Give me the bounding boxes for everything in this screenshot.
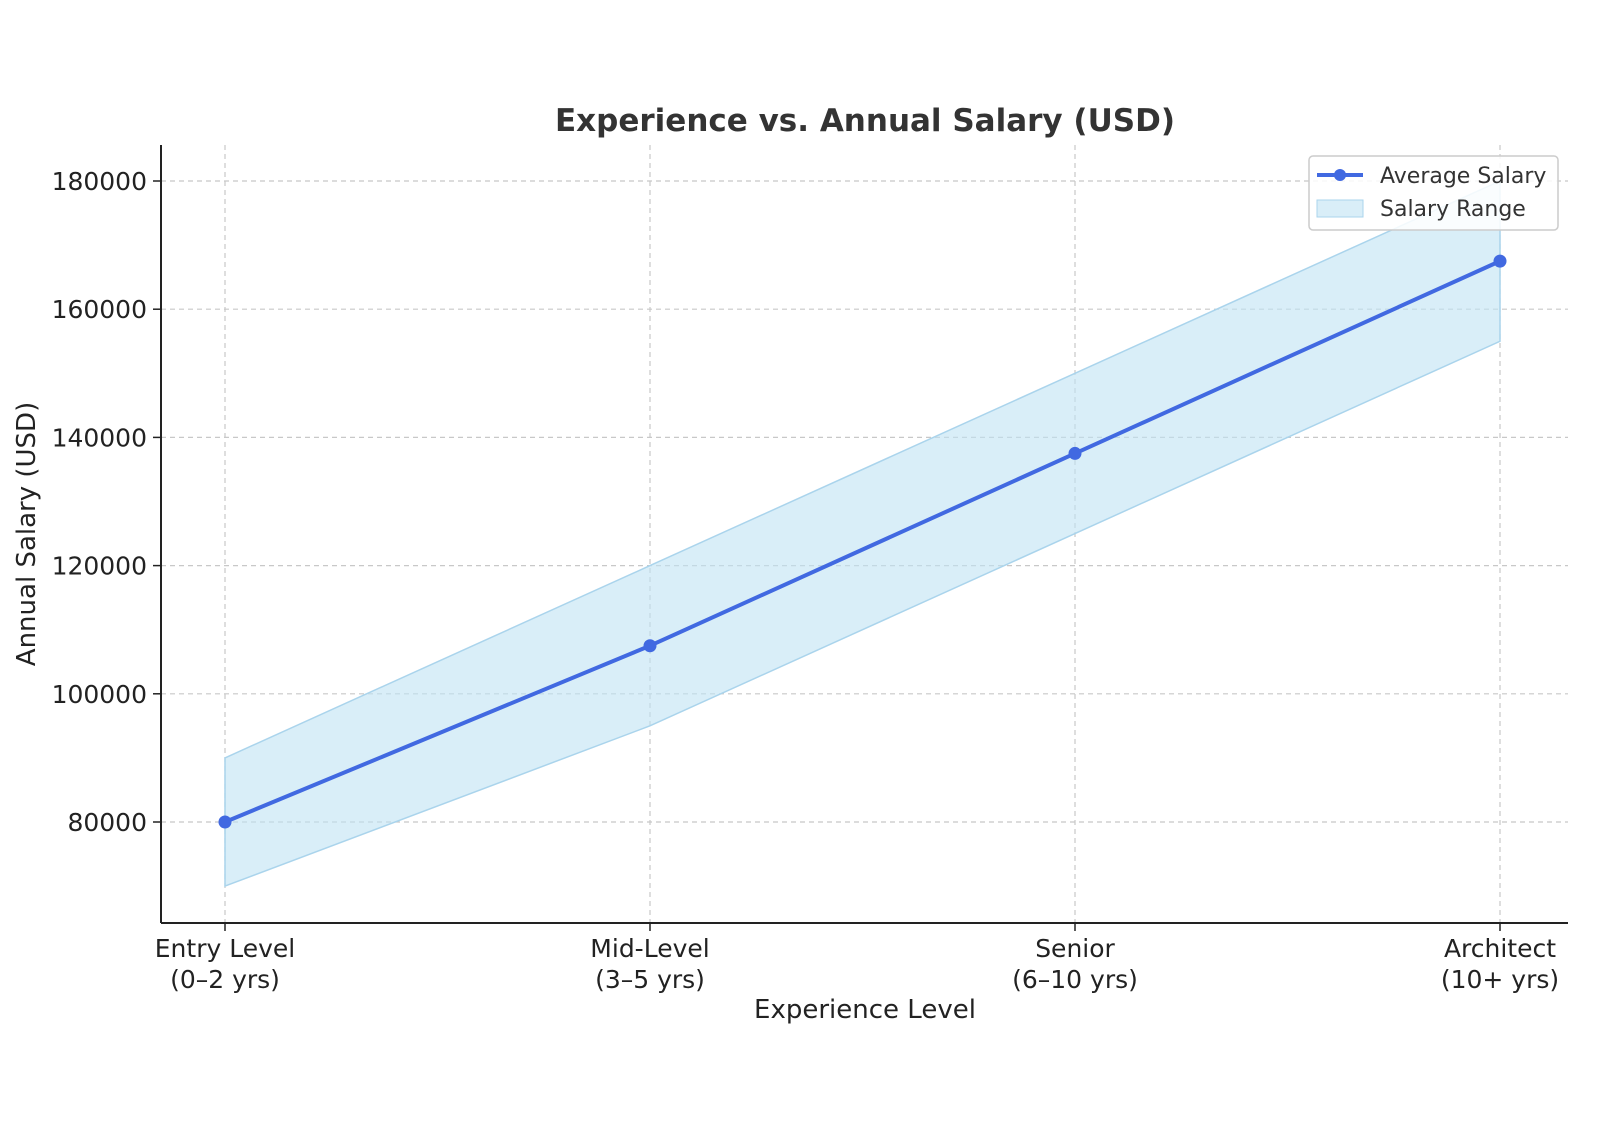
average-salary-point: [218, 815, 232, 829]
x-tick-label: Architect (10+ yrs): [1441, 934, 1559, 994]
legend-label-salary-range: Salary Range: [1380, 197, 1526, 222]
x-tick-label: Senior (6–10 yrs): [1012, 934, 1138, 994]
y-tick-label: 180000: [52, 167, 147, 196]
y-ticks: 80000 100000 120000 140000 160000 180000: [52, 167, 161, 837]
average-salary-point: [1068, 446, 1082, 460]
y-axis-label: Annual Salary (USD): [12, 402, 42, 666]
y-tick-label: 140000: [52, 423, 147, 452]
legend: Average Salary Salary Range: [1308, 155, 1559, 231]
x-axis-label: Experience Level: [754, 995, 976, 1025]
y-tick-label: 80000: [67, 808, 147, 837]
y-tick-label: 160000: [52, 295, 147, 324]
legend-band-swatch: [1316, 199, 1364, 218]
y-tick-label: 100000: [52, 680, 147, 709]
salary-range-area: [224, 179, 1501, 888]
average-salary-series: [218, 254, 1507, 829]
x-tick-label: Mid-Level (3–5 yrs): [590, 934, 709, 994]
chart-title: Experience vs. Annual Salary (USD): [555, 103, 1175, 139]
salary-range-band: [224, 179, 1501, 888]
average-salary-point: [643, 639, 657, 653]
average-salary-point: [1493, 254, 1507, 268]
x-tick-label: Entry Level (0–2 yrs): [155, 934, 295, 994]
legend-marker-swatch: [1334, 169, 1346, 181]
legend-label-average-salary: Average Salary: [1380, 164, 1546, 189]
legend-box: [1308, 155, 1559, 231]
x-ticks: Entry Level (0–2 yrs) Mid-Level (3–5 yrs) Se…: [155, 923, 1559, 994]
axes: [160, 145, 1568, 924]
y-tick-label: 120000: [52, 552, 147, 581]
average-salary-line: [224, 259, 1501, 824]
